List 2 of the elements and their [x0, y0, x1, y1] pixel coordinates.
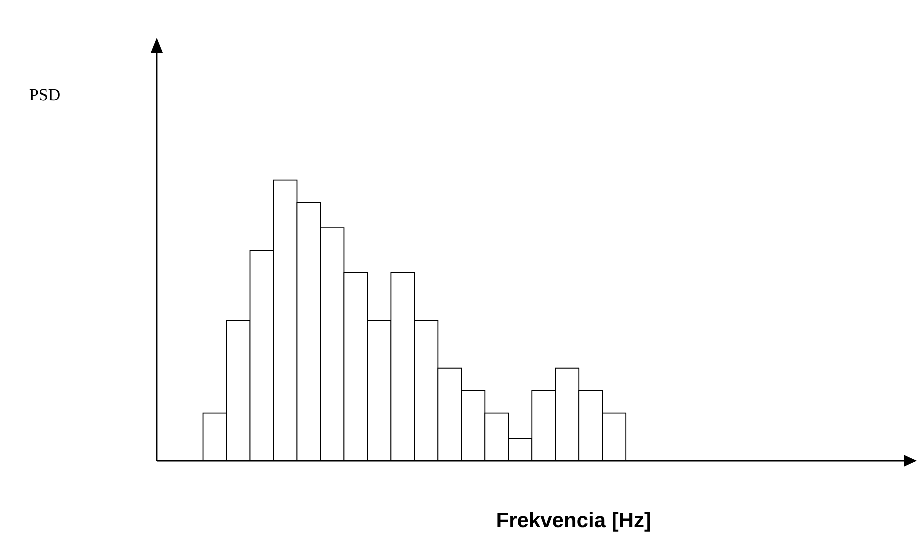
text: PSD — [30, 89, 60, 101]
x-axis-title: Frekvencia [Hz] — [498, 512, 650, 532]
